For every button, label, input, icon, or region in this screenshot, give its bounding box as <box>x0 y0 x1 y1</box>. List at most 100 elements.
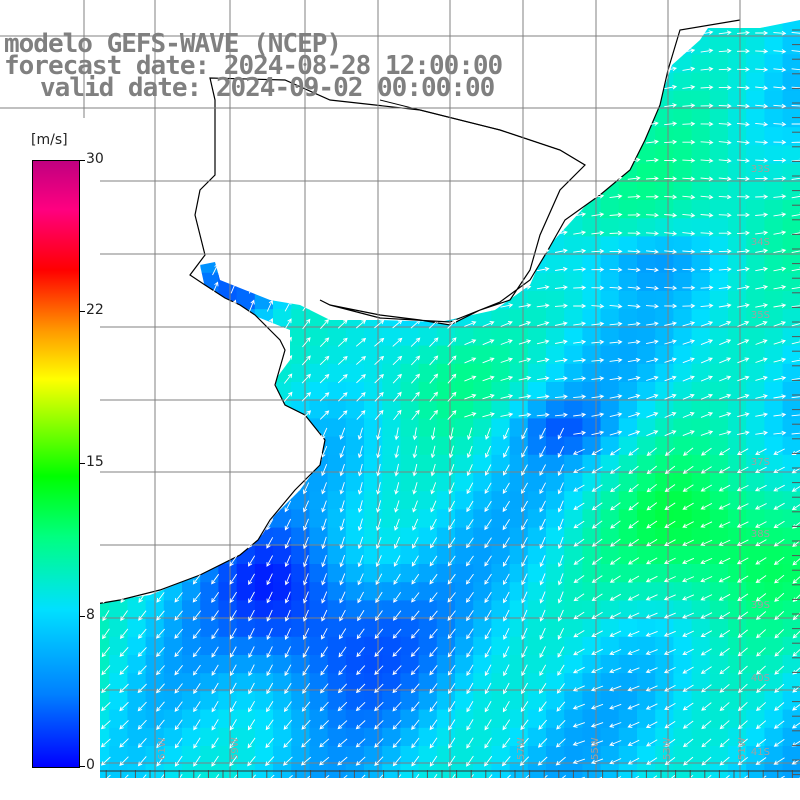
wind-arrow <box>375 573 383 586</box>
wind-arrow <box>773 85 787 91</box>
wind-arrow <box>500 158 514 163</box>
wind-speed-cell <box>746 473 765 492</box>
wind-speed-cell <box>527 145 547 165</box>
wind-arrow <box>428 211 440 219</box>
wind-arrow <box>664 121 678 126</box>
wind-arrow <box>192 646 201 658</box>
wind-speed-cell <box>691 90 711 110</box>
wind-arrow <box>645 557 658 565</box>
wind-arrow <box>193 737 201 749</box>
wind-arrow <box>756 647 766 657</box>
wind-arrow <box>412 518 419 531</box>
wind-speed-cell <box>527 691 547 711</box>
wind-speed-cell <box>345 582 365 601</box>
wind-speed-cell <box>527 545 547 565</box>
wind-arrow <box>664 757 676 766</box>
wind-arrow <box>792 629 800 639</box>
wind-arrow <box>466 500 474 513</box>
wind-speed-cell <box>509 473 529 492</box>
wind-arrow <box>755 448 767 455</box>
wind-speed-cell <box>418 309 438 328</box>
wind-speed-cell <box>764 345 784 365</box>
wind-arrow <box>627 685 640 692</box>
wind-arrow <box>521 518 528 531</box>
wind-speed-cell <box>509 309 529 328</box>
wind-arrow <box>573 267 587 272</box>
wind-speed-cell <box>345 145 365 165</box>
wind-speed-cell <box>236 236 256 256</box>
wind-arrow <box>736 121 750 127</box>
wind-arrow <box>718 140 732 145</box>
wind-speed-cell <box>327 618 347 638</box>
wind-arrow <box>355 756 366 766</box>
wind-speed-cell <box>509 636 529 656</box>
wind-arrow <box>284 627 291 640</box>
wind-speed-cell <box>400 746 420 765</box>
wind-arrow <box>646 539 658 547</box>
wind-arrow <box>303 591 309 604</box>
colorbar-tick-label: 22 <box>86 302 104 318</box>
wind-arrow <box>211 755 219 767</box>
coastline <box>0 19 741 621</box>
wind-speed-cell <box>546 345 565 365</box>
wind-speed-cell <box>200 709 219 729</box>
wind-speed-cell <box>327 727 347 747</box>
wind-arrow <box>536 175 550 181</box>
wind-arrow <box>411 701 420 712</box>
wind-speed-cell <box>455 454 474 474</box>
wind-speed-cell <box>491 327 511 347</box>
wind-speed-cell <box>691 673 711 692</box>
wind-arrow <box>518 176 532 181</box>
wind-speed-cell <box>327 600 347 620</box>
wind-arrow <box>518 194 532 199</box>
wind-arrow <box>502 737 511 749</box>
wind-arrow <box>609 722 622 728</box>
wind-speed-cell <box>382 236 401 256</box>
wind-arrow <box>773 139 787 145</box>
wind-speed-cell <box>455 400 474 419</box>
wind-speed-cell <box>309 691 329 711</box>
wind-arrow <box>284 136 293 148</box>
wind-arrow <box>337 319 348 329</box>
wind-speed-cell <box>709 473 729 492</box>
wind-speed-cell <box>673 618 693 638</box>
wind-arrow <box>248 591 255 604</box>
wind-speed-cell <box>127 727 147 747</box>
wind-speed-cell <box>218 636 238 656</box>
wind-arrow <box>339 136 347 148</box>
wind-arrow <box>520 701 529 713</box>
wind-arrow <box>429 337 439 348</box>
wind-speed-cell <box>400 382 420 401</box>
wind-speed-cell <box>291 363 310 383</box>
wind-speed-cell <box>309 746 329 765</box>
wind-speed-cell <box>764 673 784 692</box>
wind-arrow <box>393 573 401 585</box>
colorbar-tick-mark <box>79 311 85 312</box>
wind-speed-cell <box>345 491 365 510</box>
wind-speed-cell <box>291 145 310 165</box>
wind-speed-cell <box>728 746 747 765</box>
wind-arrow <box>682 502 694 510</box>
wind-speed-cell <box>327 163 347 183</box>
wind-arrow <box>791 412 800 418</box>
wind-speed-cell <box>309 127 329 146</box>
wind-arrow <box>374 610 383 622</box>
wind-arrow <box>591 448 603 455</box>
wind-speed-cell <box>418 527 438 547</box>
wind-speed-cell <box>509 527 529 547</box>
wind-arrow <box>284 646 292 659</box>
wind-arrow <box>248 245 255 257</box>
wind-arrow <box>755 720 767 730</box>
wind-arrow <box>755 30 769 36</box>
colorbar-tick-label: 0 <box>86 757 95 773</box>
wind-speed-cell <box>345 527 365 547</box>
wind-arrow <box>536 157 550 163</box>
wind-speed-cell <box>473 436 492 456</box>
wind-arrow <box>319 373 330 384</box>
wind-speed-cell <box>455 181 474 201</box>
wind-speed-cell <box>400 436 420 456</box>
wind-speed-cell <box>527 527 547 547</box>
wind-arrow <box>792 556 800 566</box>
wind-speed-cell <box>764 127 784 146</box>
wind-arrow <box>646 757 658 765</box>
